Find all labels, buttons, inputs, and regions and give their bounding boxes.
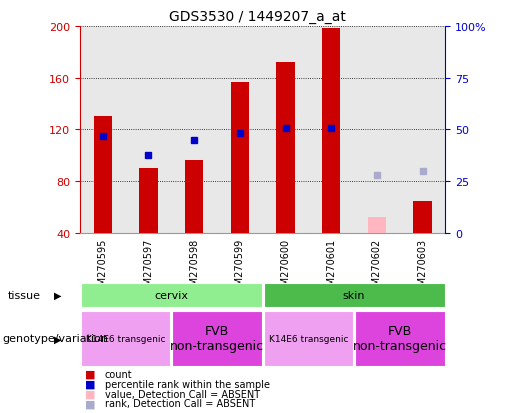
Bar (264, 283, 444, 307)
Text: K14E6 transgenic: K14E6 transgenic (269, 334, 348, 343)
Text: FVB
non-transgenic: FVB non-transgenic (170, 325, 264, 353)
Text: ■: ■ (85, 379, 95, 389)
Bar (322, 29, 340, 233)
Bar (264, 311, 353, 366)
Text: skin: skin (343, 290, 365, 300)
Text: ■: ■ (85, 389, 95, 399)
Text: value, Detection Call = ABSENT: value, Detection Call = ABSENT (105, 389, 260, 399)
Text: rank, Detection Call = ABSENT: rank, Detection Call = ABSENT (105, 399, 255, 408)
Bar (81, 311, 170, 366)
Bar (355, 311, 444, 366)
Text: cervix: cervix (154, 290, 188, 300)
Text: ■: ■ (85, 399, 95, 408)
Text: tissue: tissue (8, 290, 41, 300)
Bar (368, 218, 386, 233)
Text: ▶: ▶ (54, 334, 62, 344)
Text: ■: ■ (85, 369, 95, 379)
Bar (139, 169, 158, 233)
Text: FVB
non-transgenic: FVB non-transgenic (353, 325, 447, 353)
Text: ▶: ▶ (54, 290, 62, 300)
Bar (172, 311, 262, 366)
Text: percentile rank within the sample: percentile rank within the sample (105, 379, 269, 389)
Text: K14E6 transgenic: K14E6 transgenic (86, 334, 165, 343)
Bar (231, 82, 249, 233)
Text: count: count (105, 369, 132, 379)
Bar (277, 63, 295, 233)
Bar (414, 201, 432, 233)
Bar (185, 161, 203, 233)
Text: GDS3530 / 1449207_a_at: GDS3530 / 1449207_a_at (169, 10, 346, 24)
Bar (94, 117, 112, 233)
Text: genotype/variation: genotype/variation (3, 334, 109, 344)
Bar (81, 283, 262, 307)
